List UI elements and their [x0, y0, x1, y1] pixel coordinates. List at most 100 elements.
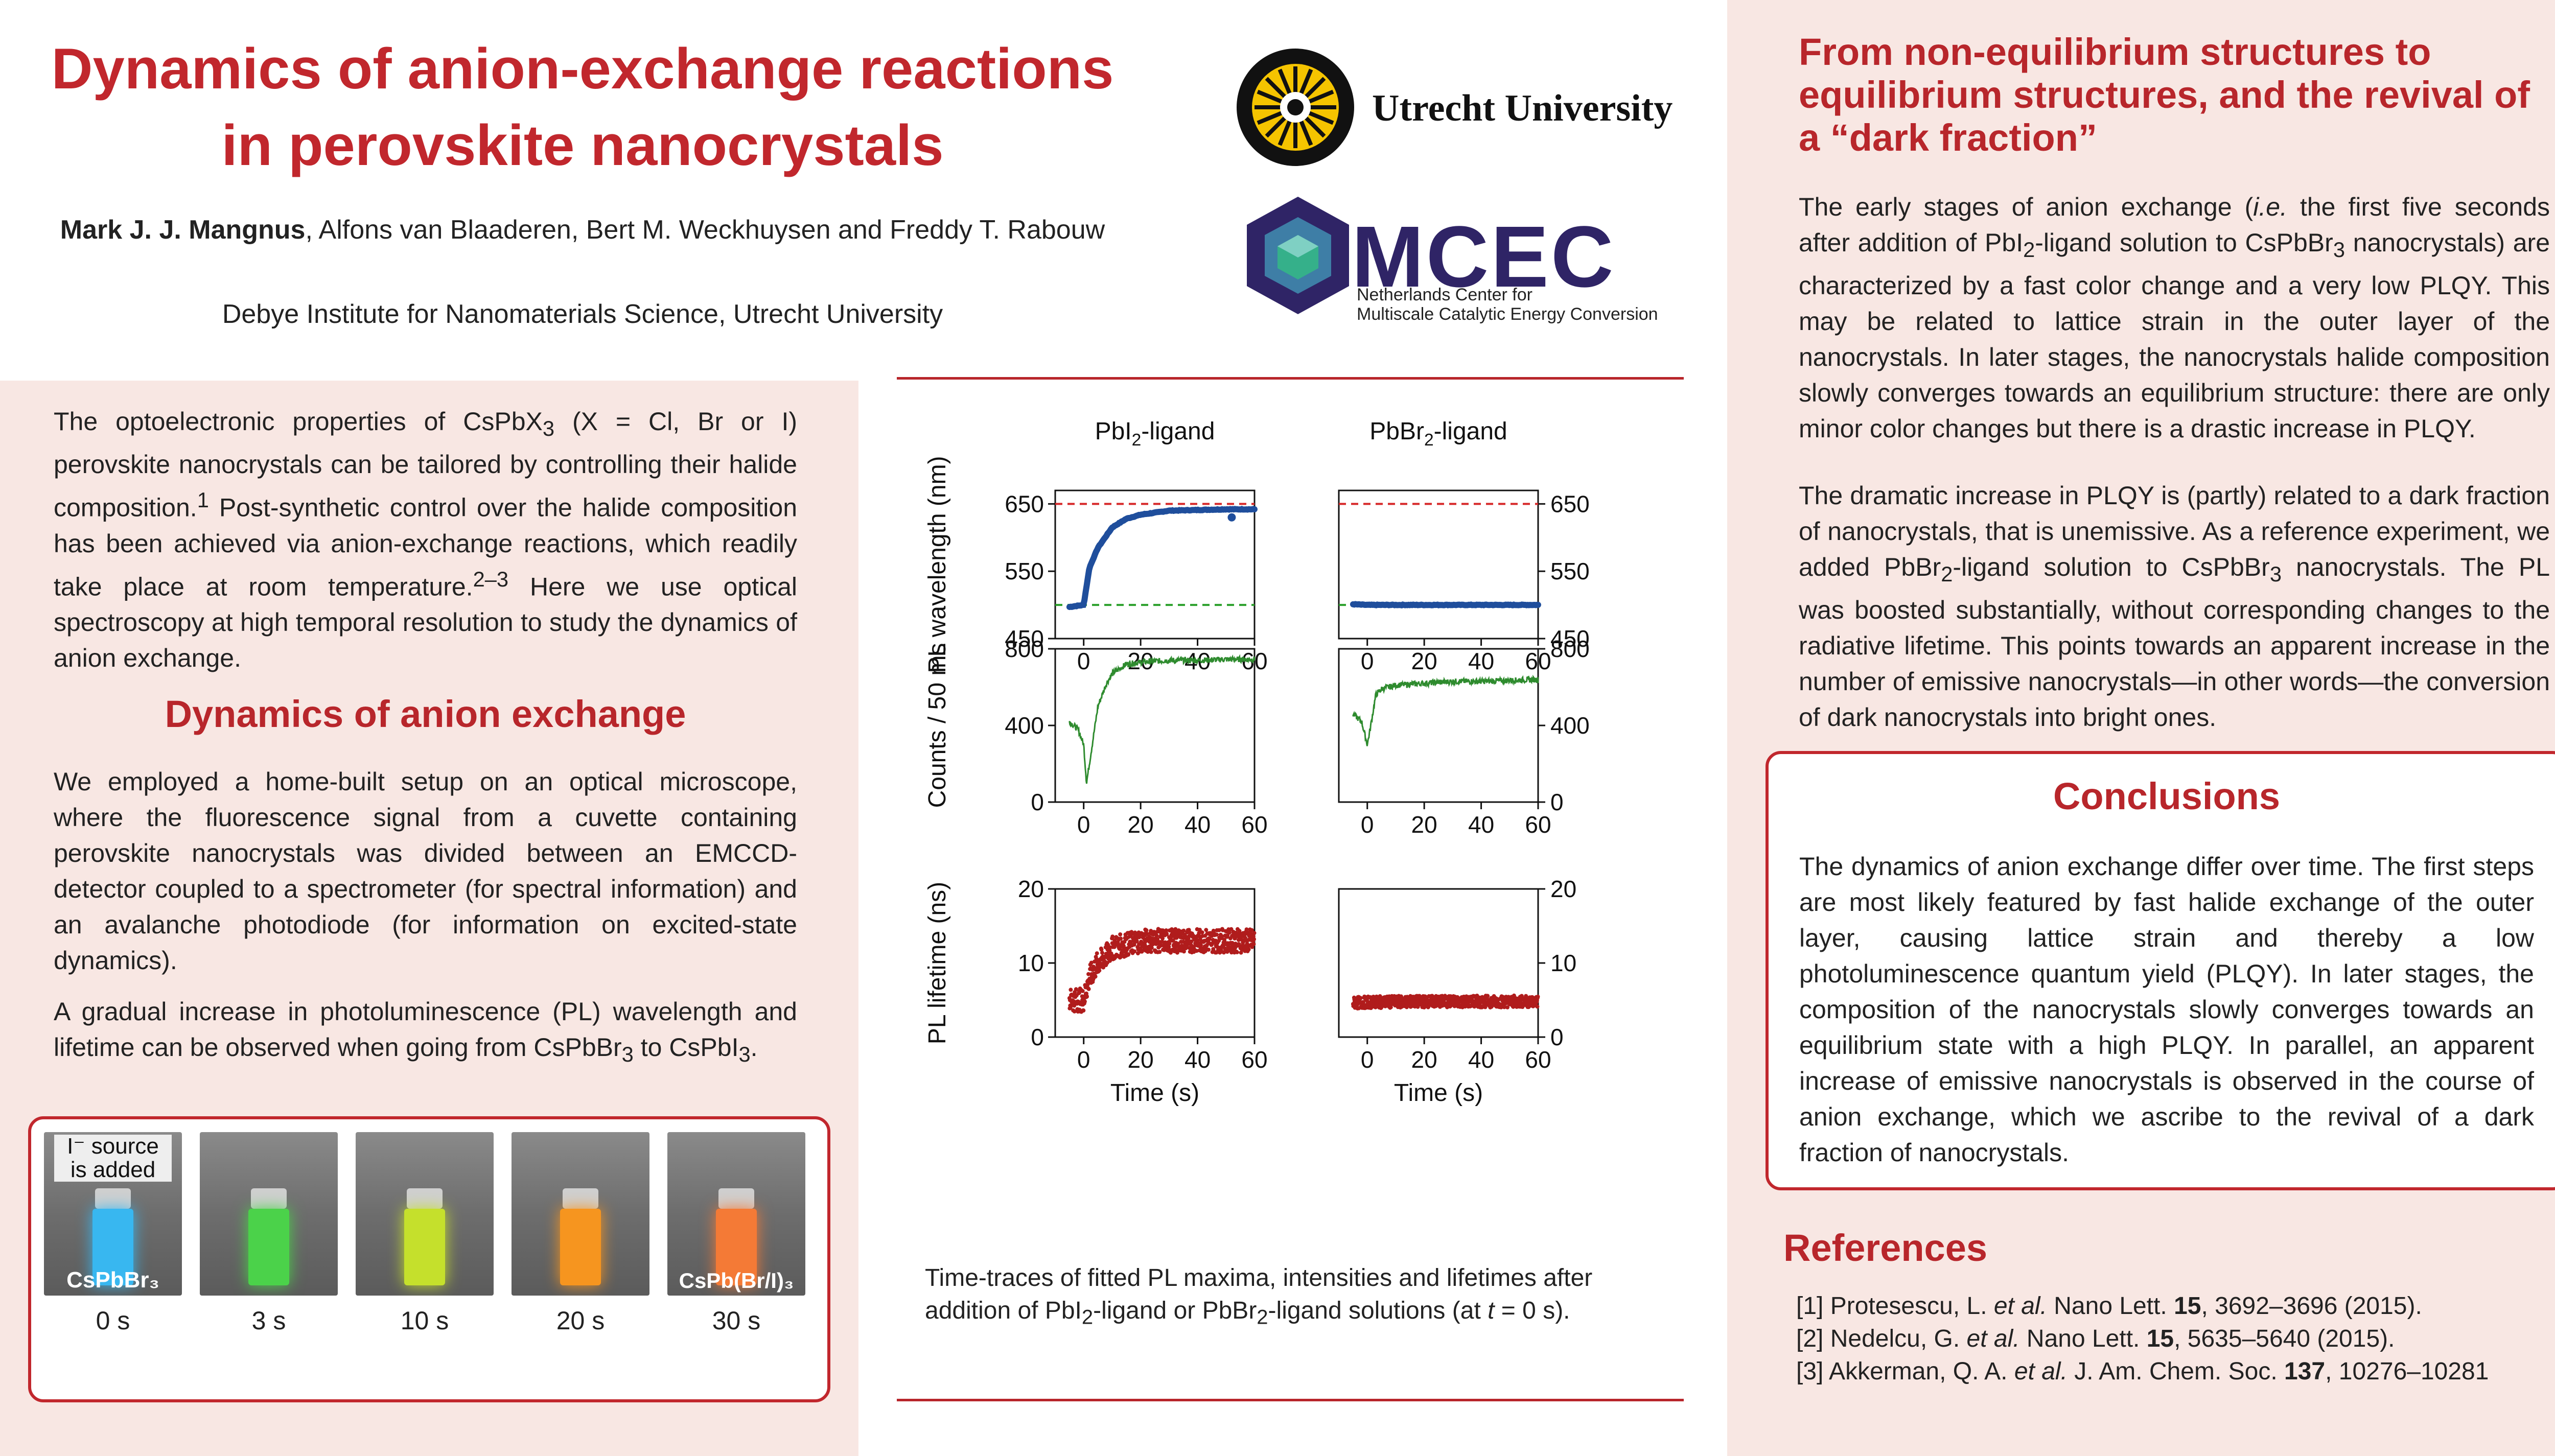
- vial-time-label: 3 s: [251, 1306, 286, 1335]
- data-point: [1085, 994, 1089, 999]
- data-point: [1118, 932, 1123, 936]
- right-panel-background: [1727, 0, 2555, 1456]
- x-tick-label: 40: [1184, 811, 1211, 838]
- data-point: [1145, 931, 1149, 936]
- cap-t: t: [1488, 1297, 1495, 1324]
- x-tick-label: 40: [1184, 1046, 1211, 1073]
- vial-photo-panel: I⁻ source is added CsPbBr₃ 0 s 3 s 10 s 20 s Cs…: [28, 1116, 830, 1402]
- data-point: [1149, 946, 1154, 950]
- vial-liquid: [404, 1209, 445, 1285]
- data-point: [1535, 1004, 1540, 1009]
- plot-frame: [1338, 489, 1539, 640]
- data-point: [1155, 937, 1160, 942]
- data-point: [1200, 930, 1204, 935]
- data-point: [1358, 996, 1363, 1000]
- data-point: [1249, 928, 1254, 932]
- poster-title: Dynamics of anion-exchange reactions in …: [20, 31, 1145, 184]
- intro-ref-1: 1: [197, 488, 209, 512]
- source-label-line-1: I⁻ source: [67, 1134, 159, 1159]
- mcec-subtitle-line-1: Netherlands Center for: [1357, 285, 1532, 304]
- col1-title-sub: 2: [1132, 431, 1142, 450]
- data-point: [1388, 1005, 1393, 1009]
- data-point: [1246, 947, 1251, 952]
- reference-2: [2] Nedelcu, G. et al. Nano Lett. 15, 56…: [1796, 1323, 2555, 1355]
- x-tick-label: 0: [1361, 648, 1374, 674]
- y-axis-label: PL wavelength (nm): [924, 456, 951, 673]
- conclusions-box: Conclusions The dynamics of anion exchan…: [1766, 751, 2555, 1190]
- r3-a: [3] Akkerman, Q. A.: [1796, 1358, 2014, 1385]
- right-paragraph-1: The early stages of anion exchange (i.e.…: [1799, 189, 2550, 447]
- conclusions-text: The dynamics of anion exchange differ ov…: [1799, 852, 2534, 1167]
- r-p2-sub1: 2: [1941, 562, 1953, 586]
- authors: Mark J. J. Mangnus, Alfons van Blaaderen…: [20, 215, 1145, 245]
- r3-b: J. Am. Chem. Soc.: [2067, 1358, 2285, 1385]
- y-axis-label: Counts / 50 ms: [924, 643, 951, 808]
- data-point: [1149, 929, 1153, 933]
- x-tick-label: 60: [1525, 811, 1551, 838]
- data-point: [1204, 928, 1209, 932]
- data-point: [1251, 942, 1256, 946]
- y-tick-label: 450: [1005, 625, 1044, 652]
- x-tick-label: 20: [1128, 1046, 1154, 1073]
- x-tick-label: 0: [1077, 811, 1090, 838]
- x-tick-label: 20: [1411, 811, 1437, 838]
- r-p1-b: the first five seconds after addition of…: [1799, 193, 2550, 257]
- col2-title: PbBr2-ligand: [1369, 418, 1507, 450]
- y-tick-label: 10: [1018, 950, 1044, 976]
- references-heading: References: [1783, 1227, 1988, 1269]
- r3-vol: 137: [2284, 1358, 2326, 1385]
- intro-ref-2: 2–3: [473, 567, 509, 591]
- data-point: [1235, 950, 1239, 954]
- vial-cap: [563, 1188, 598, 1209]
- data-point: [1167, 945, 1171, 949]
- col1-title-a: PbI: [1095, 418, 1132, 445]
- y-tick-label: 20: [1550, 876, 1576, 902]
- dyn-p2-sub1: 3: [621, 1042, 634, 1066]
- vial-liquid: [92, 1209, 133, 1285]
- r-p2-a: The dramatic increase in PLQY is (partly…: [1799, 481, 2550, 581]
- plot-frame: [1054, 489, 1256, 640]
- uu-logo: Utrecht University: [1234, 46, 1674, 169]
- data-point: [1187, 934, 1192, 938]
- col1-title-b: -ligand: [1141, 418, 1215, 445]
- vial-liquid: [248, 1209, 289, 1285]
- y-tick-label: 650: [1005, 490, 1044, 517]
- r2-vol: 15: [2146, 1325, 2174, 1352]
- y-tick-label: 0: [1031, 1024, 1044, 1050]
- data-series: [1066, 506, 1258, 610]
- intro-text-b: (X = Cl, Br or I) perovskite nanocrystal…: [54, 407, 797, 522]
- col2-title-a: PbBr: [1369, 418, 1424, 445]
- dyn-p2-a: A gradual increase in photoluminescence …: [54, 997, 797, 1062]
- col2-title-sub: 2: [1424, 431, 1434, 450]
- cap-c: -ligand solutions (at: [1268, 1297, 1488, 1324]
- data-point: [1132, 949, 1137, 954]
- mcec-subtitle-line-2: Multiscale Catalytic Energy Conversion: [1357, 304, 1658, 324]
- right-heading: From non-equilibrium structures to equil…: [1799, 31, 2555, 159]
- data-point: [1072, 1009, 1077, 1014]
- data-point: [1463, 1004, 1468, 1009]
- title-line-1: Dynamics of anion-exchange reactions: [51, 37, 1114, 101]
- x-tick-label: 20: [1128, 811, 1154, 838]
- data-point: [1252, 937, 1256, 942]
- dynamics-heading: Dynamics of anion exchange: [165, 693, 686, 735]
- y-tick-label: 0: [1031, 789, 1044, 815]
- data-point: [1149, 950, 1153, 954]
- data-point: [1081, 1008, 1086, 1013]
- cap-sub2: 2: [1257, 1306, 1268, 1329]
- data-point: [1082, 999, 1087, 1004]
- data-point: [1449, 1003, 1453, 1008]
- y-tick-label: 0: [1550, 789, 1564, 815]
- x-tick-label: 40: [1468, 811, 1494, 838]
- y-tick-label: 0: [1550, 1024, 1564, 1050]
- figure-caption: Time-traces of fitted PL maxima, intensi…: [925, 1262, 1676, 1334]
- x-tick-label: 60: [1525, 1046, 1551, 1073]
- right-heading-line-1: From non-equilibrium structures to: [1799, 31, 2431, 73]
- source-added-label: I⁻ source is added: [54, 1135, 172, 1182]
- r-p1-sub2: 3: [2333, 238, 2345, 262]
- r3-etal: et al.: [2014, 1358, 2068, 1385]
- vial-time-label: 0 s: [96, 1306, 130, 1335]
- y-tick-label: 550: [1550, 558, 1590, 584]
- r1-vol: 15: [2174, 1293, 2201, 1320]
- r2-b: Nano Lett.: [2019, 1325, 2147, 1352]
- x-tick-label: 0: [1077, 1046, 1090, 1073]
